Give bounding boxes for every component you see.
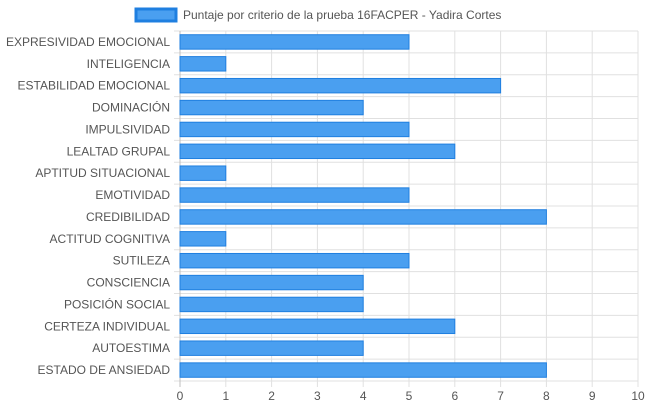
category-label: SUTILEZA: [113, 254, 170, 268]
x-tick-label: 2: [268, 389, 275, 403]
x-tick-label: 6: [451, 389, 458, 403]
x-tick-label: 10: [631, 389, 645, 403]
bar[interactable]: [179, 187, 410, 203]
bar[interactable]: [179, 209, 547, 225]
bar[interactable]: [179, 143, 456, 160]
x-tick-label: 3: [314, 389, 321, 403]
category-label: CREDIBILIDAD: [86, 210, 170, 224]
category-label: APTITUD SITUACIONAL: [35, 166, 170, 180]
category-labels: EXPRESIVIDAD EMOCIONAL INTELIGENCIA ESTABI…: [6, 35, 170, 377]
x-tick-label: 4: [360, 389, 367, 403]
x-tick-label: 0: [177, 389, 184, 403]
category-label: IMPULSIVIDAD: [85, 122, 170, 136]
x-tick-label: 7: [497, 389, 504, 403]
category-label: LEALTAD GRUPAL: [67, 144, 171, 158]
category-label: POSICIÓN SOCIAL: [64, 296, 170, 311]
bar[interactable]: [179, 99, 364, 116]
x-tick-label: 5: [406, 389, 413, 403]
bar[interactable]: [179, 121, 410, 138]
category-label: DOMINACIÓN: [92, 100, 170, 115]
bar[interactable]: [179, 340, 364, 356]
bar[interactable]: [179, 296, 364, 313]
category-label: ESTABILIDAD EMOCIONAL: [18, 79, 171, 93]
category-label: EMOTIVIDAD: [95, 188, 170, 202]
x-tick-label: 8: [543, 389, 550, 403]
bar[interactable]: [179, 362, 547, 378]
bar[interactable]: [179, 165, 227, 181]
bar[interactable]: [179, 56, 227, 72]
bar[interactable]: [179, 252, 410, 269]
category-label: CONSCIENCIA: [87, 276, 170, 290]
category-label: ESTADO DE ANSIEDAD: [38, 363, 171, 377]
x-tick-label: 1: [222, 389, 229, 403]
bar[interactable]: [179, 274, 364, 291]
bar[interactable]: [179, 231, 227, 247]
x-axis-ticks: 0 1 2 3 4 5 6 7 8 9 10: [177, 389, 645, 403]
category-label: CERTEZA INDIVIDUAL: [44, 319, 170, 333]
legend-swatch: [134, 7, 178, 23]
category-label: EXPRESIVIDAD EMOCIONAL: [6, 35, 170, 49]
bar[interactable]: [179, 318, 456, 335]
category-label: ACTITUD COGNITIVA: [50, 232, 170, 246]
bar[interactable]: [179, 77, 502, 94]
category-label: AUTOESTIMA: [92, 341, 170, 355]
legend[interactable]: Puntaje por criterio de la prueba 16FACP…: [134, 7, 501, 23]
category-label: INTELIGENCIA: [87, 57, 170, 71]
bars: [179, 34, 547, 378]
x-tick-label: 9: [589, 389, 596, 403]
bar[interactable]: [179, 34, 410, 50]
legend-label: Puntaje por criterio de la prueba 16FACP…: [183, 8, 501, 22]
